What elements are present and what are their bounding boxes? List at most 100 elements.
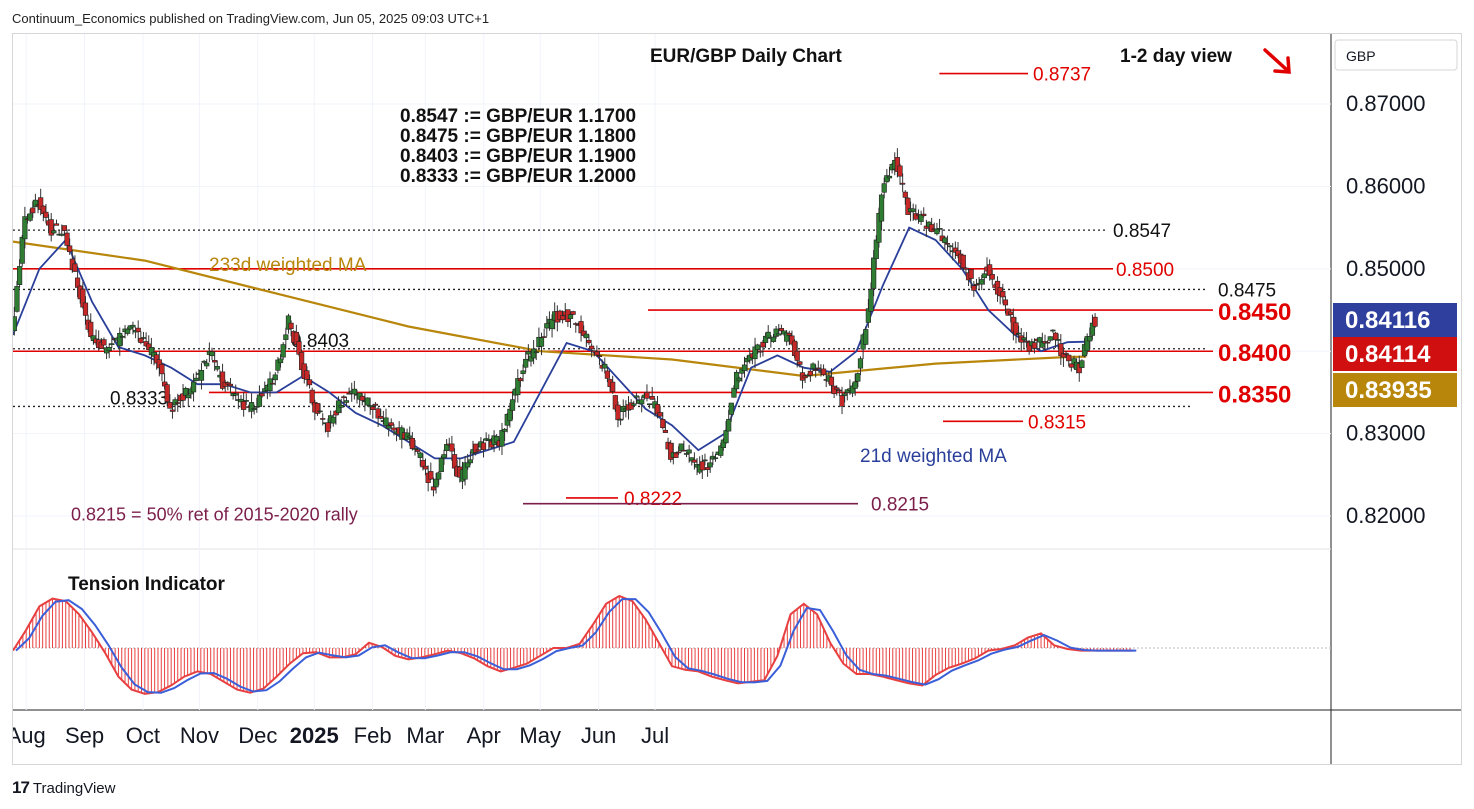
candle-body — [834, 387, 840, 390]
candle-body — [675, 451, 682, 454]
level-label-0.8475: 0.8475 — [1218, 280, 1276, 301]
candle-body — [438, 457, 444, 472]
candle-body — [836, 389, 842, 392]
ma233-line — [13, 240, 1087, 378]
x-tick-label: Oct — [126, 723, 160, 748]
candle-body — [707, 462, 713, 468]
candle-body — [802, 375, 808, 379]
candle-body — [38, 197, 44, 210]
candle-body — [243, 400, 249, 402]
candle-body — [726, 419, 732, 432]
candle-body — [119, 336, 125, 338]
candle-body — [409, 437, 415, 450]
candle-body — [16, 266, 23, 285]
candle-body — [963, 267, 969, 270]
candle-body — [699, 461, 705, 471]
candle-body — [467, 459, 473, 464]
candle-body — [989, 274, 995, 280]
candle-body — [981, 273, 987, 279]
candle-body — [589, 345, 595, 350]
candle-body — [486, 438, 492, 441]
candle-body — [987, 264, 993, 276]
candle-body — [254, 406, 260, 408]
price-badge-label: 0.83935 — [1345, 377, 1432, 404]
candle-body — [786, 332, 792, 336]
candle-body — [61, 225, 68, 231]
candle-body — [19, 236, 25, 264]
candle-body — [1008, 311, 1014, 316]
candle-body — [839, 395, 845, 407]
candle-body — [306, 379, 313, 386]
candle-body — [594, 351, 600, 356]
candle-body — [570, 311, 576, 315]
candle-body — [541, 336, 547, 338]
candle-body — [1021, 337, 1027, 341]
candle-body — [212, 360, 218, 363]
candle-body — [897, 165, 903, 177]
candle-body — [660, 419, 666, 429]
candle-body — [828, 376, 835, 386]
candle-body — [673, 452, 679, 458]
candle-body — [330, 416, 336, 424]
candle-body — [681, 449, 687, 452]
candle-body — [797, 361, 803, 365]
price-badge-label: 0.84114 — [1345, 341, 1431, 368]
candle-body — [852, 381, 858, 389]
x-tick-label: Aug — [13, 723, 46, 748]
candle-body — [30, 207, 36, 214]
candle-body — [43, 211, 49, 218]
candle-body — [657, 412, 663, 417]
candle-body — [175, 402, 181, 404]
candle-body — [807, 370, 813, 376]
candle-body — [942, 237, 948, 244]
price-badge — [1333, 303, 1457, 337]
candle-body — [1037, 337, 1043, 343]
currency-box — [1334, 39, 1458, 71]
candle-body — [544, 323, 550, 329]
candle-body — [929, 224, 935, 232]
candle-body — [1068, 363, 1074, 368]
y-tick-label: 0.82000 — [1346, 503, 1426, 528]
candle-body — [462, 462, 468, 480]
candle-body — [422, 465, 429, 470]
candle-body — [299, 352, 305, 371]
candle-body — [364, 397, 371, 406]
candle-body — [644, 391, 650, 399]
candle-body — [296, 341, 302, 355]
candle-body — [633, 395, 640, 398]
annotation-retracement: 0.8215 — [871, 495, 929, 516]
candle-body — [183, 388, 189, 396]
conversion-note: 0.8333 := GBP/EUR 1.2000 — [400, 166, 636, 187]
candle-body — [22, 216, 28, 240]
candle-body — [1089, 322, 1096, 336]
candle-body — [878, 194, 885, 222]
candle-body — [283, 334, 289, 340]
candle-body — [248, 402, 255, 412]
candle-body — [533, 351, 539, 354]
y-tick-label: 0.85000 — [1346, 256, 1426, 281]
candle-body — [549, 319, 555, 330]
candle-body — [702, 459, 708, 462]
candle-body — [1063, 352, 1069, 355]
x-tick-label: Sep — [65, 723, 104, 748]
candle-body — [820, 368, 827, 376]
candle-body — [755, 344, 761, 350]
candle-body — [902, 191, 908, 198]
x-tick-label: Jun — [581, 723, 616, 748]
candle-body — [370, 406, 376, 410]
candle-body — [586, 339, 592, 344]
candle-body — [167, 402, 173, 409]
candle-body — [913, 213, 919, 220]
candle-body — [863, 329, 869, 345]
candle-body — [631, 403, 637, 406]
candle-body — [604, 370, 611, 379]
level-label-0.8547: 0.8547 — [1113, 221, 1171, 242]
candle-body — [960, 254, 966, 269]
footer-logo[interactable]: 17 TradingView — [12, 778, 115, 798]
candle-body — [842, 393, 848, 396]
candle-body — [704, 467, 711, 471]
candle-body — [910, 208, 916, 212]
candle-body — [1066, 354, 1072, 362]
level-label-0.8350: 0.8350 — [1218, 381, 1291, 408]
candle-body — [979, 279, 985, 285]
